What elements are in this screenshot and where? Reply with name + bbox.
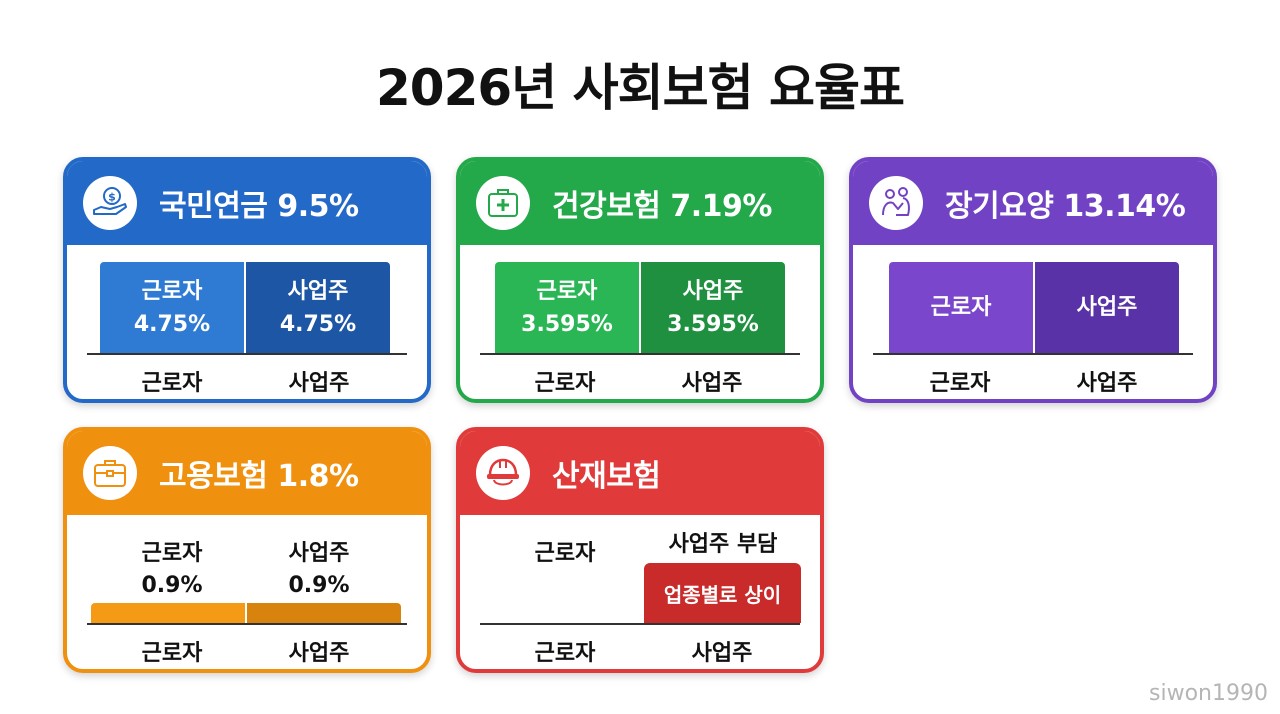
card-long-term-care: 장기요양 13.14% 근로자 사업주 근로자 사업주 <box>849 157 1217 403</box>
employer-rate: 3.595% <box>667 311 759 337</box>
employer-bar <box>247 603 401 623</box>
card-title: 건강보험 7.19% <box>552 189 772 224</box>
worker-label: 근로자 <box>141 541 203 566</box>
svg-text:$: $ <box>108 191 116 204</box>
axis-label-employer: 사업주 <box>691 641 753 666</box>
worker-value-label: 근로자 0.9% <box>102 538 242 602</box>
caregiver-icon <box>869 176 923 230</box>
card-title: 고용보험 1.8% <box>159 459 359 494</box>
worker-bar-label: 근로자 <box>536 278 598 304</box>
axis-label-worker: 근로자 <box>534 641 596 666</box>
employer-value-label: 사업주 0.9% <box>249 538 389 602</box>
baseline <box>873 353 1193 355</box>
employer-bar-label: 사업주 <box>1076 295 1138 320</box>
worker-rate: 3.595% <box>521 311 613 337</box>
employer-rate: 0.9% <box>288 573 350 598</box>
axis-label-worker: 근로자 <box>141 371 203 396</box>
baseline <box>480 623 800 625</box>
card-header: $ 국민연금 9.5% <box>67 161 427 245</box>
watermark: siwon1990 <box>1149 681 1268 706</box>
card-title: 장기요양 13.14% <box>945 189 1186 224</box>
axis-label-employer: 사업주 <box>288 371 350 396</box>
employer-bar: 사업주 3.595% <box>641 262 785 353</box>
hard-hat-icon <box>476 446 530 500</box>
employer-bar: 사업주 4.75% <box>246 262 390 353</box>
worker-label: 근로자 <box>534 541 596 566</box>
briefcase-icon <box>83 446 137 500</box>
employer-bar-label: 사업주 <box>682 278 744 304</box>
axis-label-employer: 사업주 <box>1076 371 1138 396</box>
worker-bar <box>91 603 245 623</box>
employer-note: 사업주 부담 <box>668 532 778 557</box>
axis-label-worker: 근로자 <box>534 371 596 396</box>
worker-bar-label: 근로자 <box>141 278 203 304</box>
baseline <box>480 353 800 355</box>
worker-bar: 근로자 <box>889 262 1033 353</box>
employer-bar: 사업주 <box>1035 262 1179 353</box>
baseline <box>87 623 407 625</box>
axis-label-employer: 사업주 <box>288 641 350 666</box>
card-employment-insurance: 고용보험 1.8% 근로자 0.9% 사업주 0.9% 근로자 사업주 <box>63 427 431 673</box>
card-header: 고용보험 1.8% <box>67 431 427 515</box>
axis-label-worker: 근로자 <box>141 641 203 666</box>
worker-bar: 근로자 4.75% <box>100 262 244 353</box>
axis-label-employer: 사업주 <box>681 371 743 396</box>
page-title: 2026년 사회보험 요율표 <box>376 59 905 117</box>
card-header: 산재보험 <box>460 431 820 515</box>
medical-kit-icon <box>476 176 530 230</box>
card-health-insurance: 건강보험 7.19% 근로자 3.595% 사업주 3.595% 근로자 사업주 <box>456 157 824 403</box>
employer-label: 사업주 <box>288 541 350 566</box>
worker-bar-label: 근로자 <box>930 295 992 320</box>
worker-rate: 4.75% <box>133 311 211 337</box>
money-hand-icon: $ <box>83 176 137 230</box>
rate-varies-badge: 업종별로 상이 <box>644 563 801 623</box>
worker-rate: 0.9% <box>141 573 203 598</box>
card-header: 장기요양 13.14% <box>853 161 1213 245</box>
card-industrial-accident-insurance: 산재보험 근로자 사업주 부담 업종별로 상이 근로자 사업주 <box>456 427 824 673</box>
card-national-pension: $ 국민연금 9.5% 근로자 4.75% 사업주 4.75% 근로자 사업주 <box>63 157 431 403</box>
card-title: 국민연금 9.5% <box>159 189 359 224</box>
employer-bar-label: 사업주 <box>287 278 349 304</box>
baseline <box>87 353 407 355</box>
card-header: 건강보험 7.19% <box>460 161 820 245</box>
employer-rate: 4.75% <box>279 311 357 337</box>
card-title: 산재보험 <box>552 459 661 494</box>
worker-bar: 근로자 3.595% <box>495 262 639 353</box>
axis-label-worker: 근로자 <box>929 371 991 396</box>
